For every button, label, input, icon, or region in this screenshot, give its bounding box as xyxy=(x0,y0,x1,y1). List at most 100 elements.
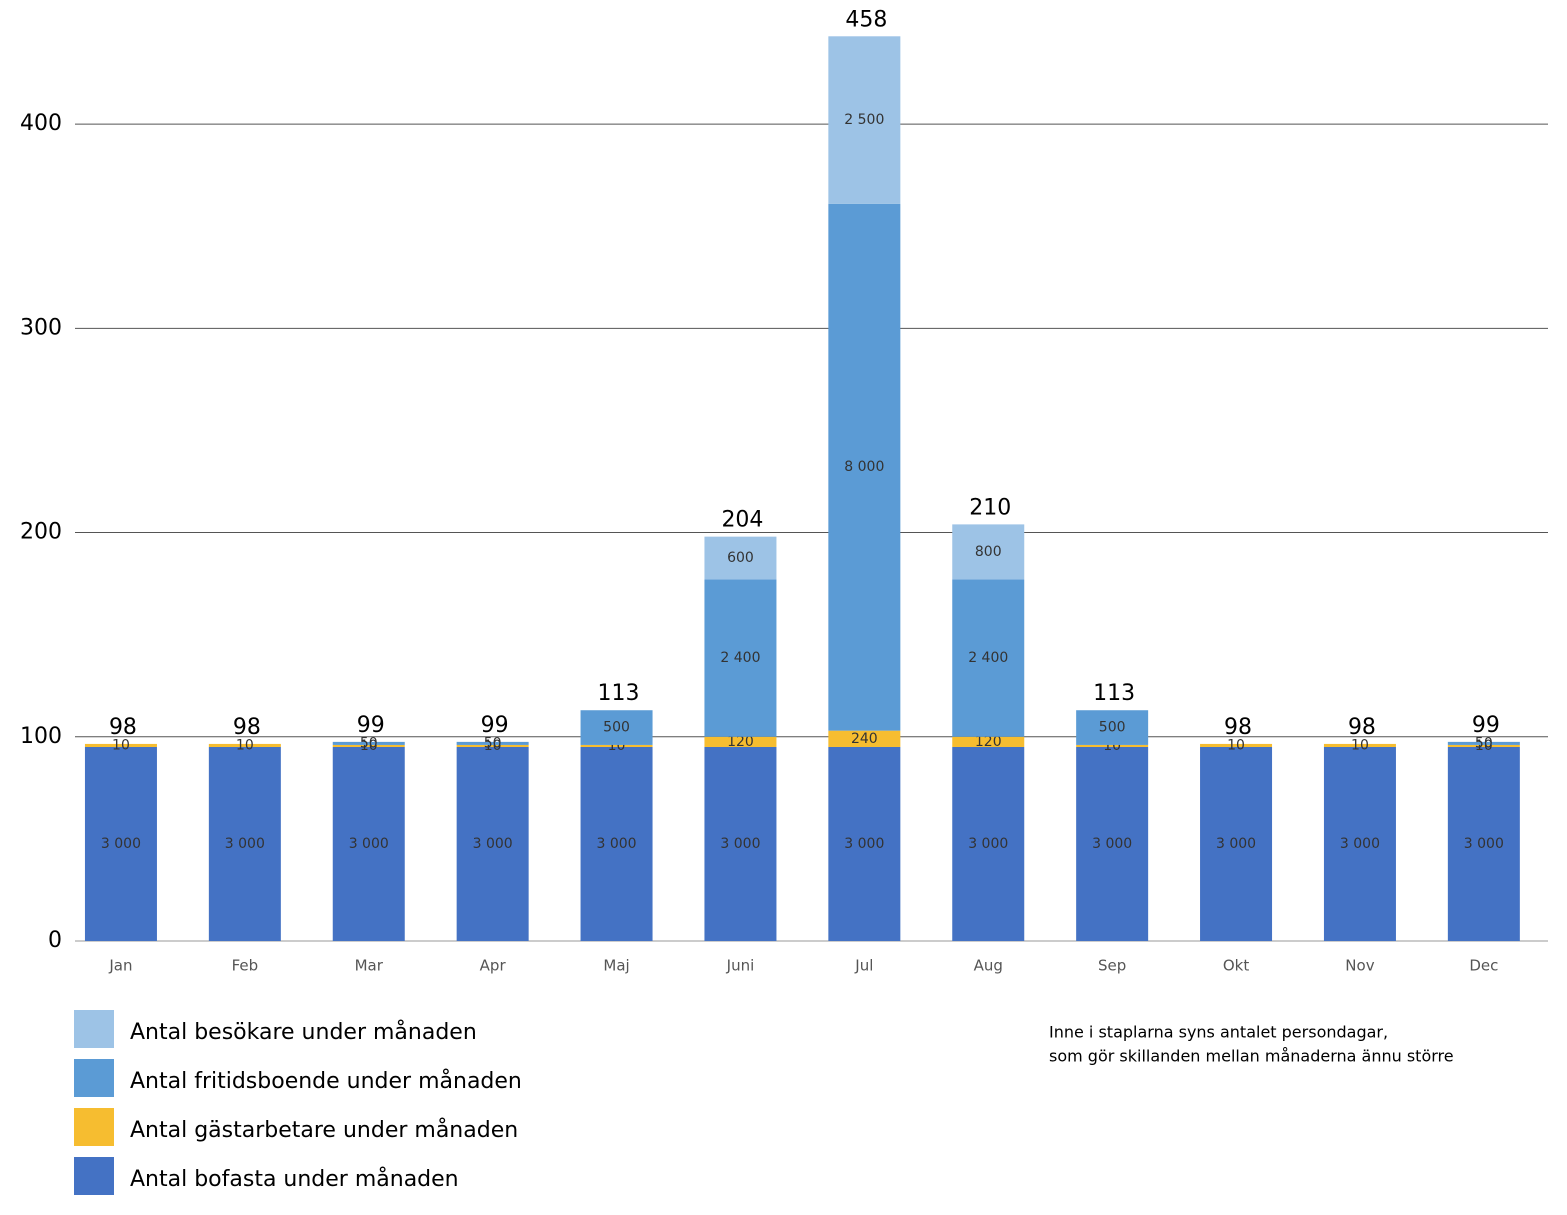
total-label: 99 xyxy=(1472,713,1500,738)
segment-label: 2 400 xyxy=(968,650,1008,666)
x-tick-label: Feb xyxy=(232,957,259,975)
y-tick-label: 400 xyxy=(20,111,62,136)
legend-label: Antal gästarbetare under månaden xyxy=(130,1117,518,1143)
total-label: 99 xyxy=(481,713,509,738)
segment-label: 3 000 xyxy=(349,836,389,852)
bar-segment xyxy=(208,743,281,747)
segment-label: 500 xyxy=(603,720,630,736)
bar-segment xyxy=(456,741,529,745)
total-label: 113 xyxy=(1093,681,1135,706)
bar-segment xyxy=(828,36,901,204)
segment-label: 10 xyxy=(236,737,254,753)
x-tick-label: Apr xyxy=(480,957,507,975)
legend-swatch xyxy=(74,1108,114,1146)
legend-swatch xyxy=(74,1010,114,1048)
segment-label: 3 000 xyxy=(844,836,884,852)
segment-label: 10 xyxy=(112,737,130,753)
bar-segment xyxy=(456,746,529,941)
x-tick-label: Jul xyxy=(854,957,873,975)
y-tick-label: 0 xyxy=(48,928,62,953)
bar-segment xyxy=(828,746,901,941)
bar-segment xyxy=(580,744,653,747)
segment-label: 3 000 xyxy=(720,836,760,852)
segment-label: 120 xyxy=(727,734,754,750)
segment-label: 8 000 xyxy=(844,459,884,475)
bar-segment xyxy=(1076,746,1149,941)
bar-segment xyxy=(952,579,1025,737)
bar-segment xyxy=(1323,743,1396,747)
segment-label: 2 400 xyxy=(720,650,760,666)
bar-segment xyxy=(1200,746,1273,941)
x-tick-label: Dec xyxy=(1469,957,1498,975)
bar-segment xyxy=(332,741,405,745)
legend-swatch xyxy=(74,1157,114,1195)
bar-segment xyxy=(704,746,777,941)
segment-label: 240 xyxy=(851,731,878,747)
bar-segment xyxy=(84,746,157,941)
segment-label: 10 xyxy=(1227,737,1245,753)
legend-label: Antal fritidsboende under månaden xyxy=(130,1068,522,1094)
segment-label: 10 xyxy=(1351,737,1369,753)
bar-segment xyxy=(456,744,529,747)
segment-label: 2 500 xyxy=(844,112,884,128)
legend-label: Antal bofasta under månaden xyxy=(130,1166,459,1192)
total-label: 99 xyxy=(357,713,385,738)
segment-label: 3 000 xyxy=(1464,836,1504,852)
bar-segment xyxy=(580,710,653,745)
bar-segment xyxy=(580,746,653,941)
bar-segment xyxy=(1076,744,1149,747)
bar-segment xyxy=(952,736,1025,747)
bar-segment xyxy=(828,730,901,747)
bar-segment xyxy=(1447,746,1520,941)
x-tick-label: Juni xyxy=(726,957,755,975)
segment-label: 50 xyxy=(484,735,502,751)
segment-label: 3 000 xyxy=(1092,836,1132,852)
total-label: 458 xyxy=(845,7,887,32)
total-label: 204 xyxy=(721,508,763,533)
segment-label: 3 000 xyxy=(1340,836,1380,852)
y-tick-label: 200 xyxy=(20,520,62,545)
x-tick-label: Nov xyxy=(1345,957,1374,975)
bar-segment xyxy=(1200,743,1273,747)
x-tick-label: Okt xyxy=(1223,957,1249,975)
segment-label: 3 000 xyxy=(1216,836,1256,852)
bar-segment xyxy=(704,579,777,737)
total-label: 113 xyxy=(598,681,640,706)
total-label: 210 xyxy=(969,495,1011,520)
segment-label: 50 xyxy=(360,735,378,751)
bar-segment xyxy=(1323,746,1396,941)
total-label: 98 xyxy=(1224,715,1252,740)
total-label: 98 xyxy=(1348,715,1376,740)
bar-segment xyxy=(332,746,405,941)
x-tick-label: Sep xyxy=(1098,957,1126,975)
bar-segment xyxy=(332,744,405,747)
x-tick-label: Maj xyxy=(603,957,629,975)
segment-label: 800 xyxy=(975,544,1002,560)
legend-swatch xyxy=(74,1059,114,1097)
bar-segment xyxy=(208,746,281,941)
segment-label: 3 000 xyxy=(473,836,513,852)
bar-segment xyxy=(1447,741,1520,745)
x-tick-label: Jan xyxy=(108,957,132,975)
bar-segment xyxy=(952,524,1025,580)
bar-segment xyxy=(828,203,901,731)
x-tick-label: Aug xyxy=(974,957,1003,975)
bar-segment xyxy=(1447,744,1520,747)
segment-label: 600 xyxy=(727,550,754,566)
segment-label: 50 xyxy=(1475,735,1493,751)
segment-label: 3 000 xyxy=(101,836,141,852)
total-label: 98 xyxy=(109,715,137,740)
y-tick-label: 100 xyxy=(20,724,62,749)
segment-label: 500 xyxy=(1099,720,1126,736)
segment-label: 3 000 xyxy=(225,836,265,852)
segment-label: 120 xyxy=(975,734,1002,750)
legend-label: Antal besökare under månaden xyxy=(130,1019,477,1045)
bar-segment xyxy=(1076,710,1149,745)
total-label: 98 xyxy=(233,715,261,740)
x-tick-label: Mar xyxy=(355,957,384,975)
bar-segment xyxy=(704,736,777,747)
segment-label: 3 000 xyxy=(968,836,1008,852)
y-tick-label: 300 xyxy=(20,315,62,340)
bar-segment xyxy=(84,743,157,747)
